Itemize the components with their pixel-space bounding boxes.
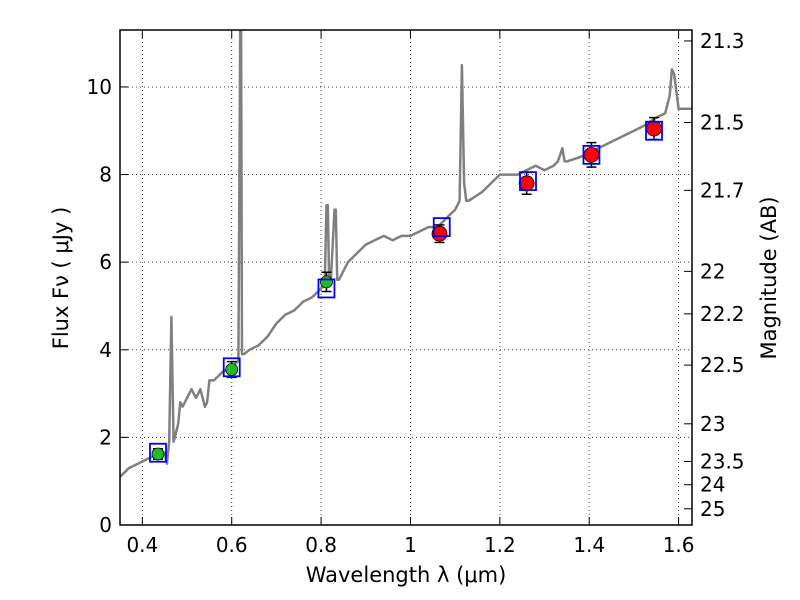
- x-tick-label: 0.8: [305, 533, 337, 557]
- mag-tick-label: 25: [700, 497, 725, 521]
- mag-tick-label: 22.2: [700, 302, 745, 326]
- data-point: [151, 447, 165, 461]
- y-tick-label: 8: [99, 163, 112, 187]
- data-point: [431, 225, 448, 242]
- x-tick-label: 0.6: [216, 533, 248, 557]
- x-axis-label: Wavelength λ (μm): [306, 563, 507, 587]
- data-point: [320, 275, 333, 289]
- y-tick-label: 6: [99, 250, 112, 274]
- data-point: [225, 363, 239, 376]
- x-tick-label: 1: [404, 533, 417, 557]
- model-photometry-square: [222, 357, 241, 378]
- mag-tick-label: 23.5: [700, 449, 745, 473]
- data-point: [518, 175, 535, 192]
- y-tick-label: 10: [87, 75, 112, 99]
- model-photometry-square: [582, 144, 601, 165]
- plot-frame: [119, 29, 693, 526]
- x-tick-label: 1.4: [573, 533, 605, 557]
- mag-tick-label: 21.3: [700, 29, 745, 53]
- grid: [120, 30, 692, 526]
- data-point: [583, 146, 600, 163]
- model-photometry-square: [432, 217, 451, 238]
- sed-model-line: [120, 30, 692, 478]
- mag-tick-label: 24: [700, 473, 725, 497]
- y-axis-label: Flux Fν ( μJy ): [49, 207, 73, 350]
- y2-axis-label: Magnitude (AB): [757, 196, 781, 359]
- mag-tick-label: 21.5: [700, 110, 745, 134]
- model-photometry-square: [645, 120, 663, 141]
- y-tick-label: 4: [99, 338, 112, 362]
- model-photometry-square: [149, 442, 167, 463]
- mag-tick-label: 21.7: [700, 178, 745, 202]
- model-photometry-square: [519, 171, 537, 192]
- y-tick-label: 2: [99, 425, 112, 449]
- mag-tick-label: 22.5: [700, 353, 745, 377]
- y-tick-label: 0: [99, 513, 112, 537]
- mag-tick-label: 22: [700, 259, 725, 283]
- mag-tick-label: 23: [700, 412, 725, 436]
- data-point: [646, 120, 662, 137]
- x-tick-label: 0.4: [126, 533, 158, 557]
- model-photometry-square: [317, 278, 336, 299]
- plot-area: [120, 30, 692, 478]
- x-tick-label: 1.2: [484, 533, 516, 557]
- axis-ticks: 0.4 0.6 0.8 1 1.2 1.4 1.6024681021.321.521.722…: [87, 29, 745, 557]
- x-tick-label: 1.6: [663, 533, 695, 557]
